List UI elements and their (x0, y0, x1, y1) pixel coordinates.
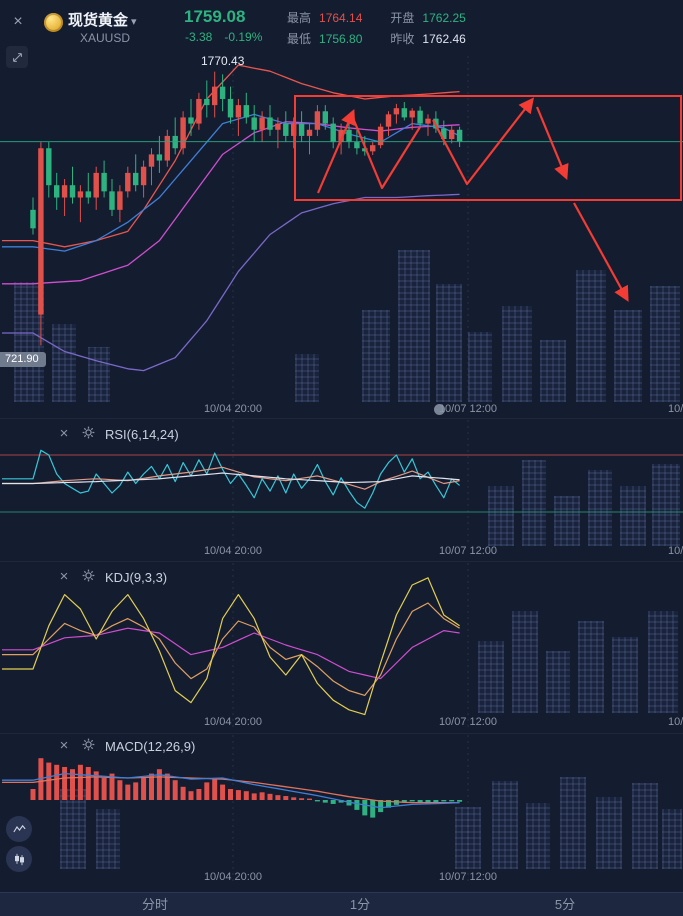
kdj-close-button[interactable]: × (56, 569, 72, 585)
building-silhouette (596, 797, 622, 869)
main-time-axis: 10/04 20:00 10/07 12:00 10/ (203, 403, 683, 415)
expand-arrows-icon (12, 52, 22, 62)
moon-icon (434, 404, 445, 415)
macd-close-button[interactable]: × (56, 738, 72, 754)
kdj-title: KDJ(9,3,3) (105, 569, 168, 585)
stat-open: 开盘 1762.25 (390, 11, 466, 25)
quote-stats: 最高 1764.14 开盘 1762.25 最低 1756.80 昨收 1762.46 (287, 9, 466, 47)
macd-settings-button[interactable] (82, 738, 95, 754)
building-silhouette (488, 486, 514, 546)
building-silhouette (52, 324, 76, 402)
kdj-settings-button[interactable] (82, 569, 95, 585)
price-change-row: -3.38 -0.19% (185, 30, 274, 44)
building-silhouette (60, 789, 86, 869)
symbol-selector[interactable]: 现货黄金 ▾ (68, 9, 137, 30)
macd-chart[interactable] (0, 735, 683, 885)
stat-prev-close: 昨收 1762.46 (390, 32, 466, 46)
building-silhouette (88, 347, 110, 402)
building-silhouette (522, 460, 546, 546)
symbol-code: XAUUSD (80, 31, 131, 45)
building-silhouette (578, 621, 604, 713)
gold-coin-icon (44, 13, 63, 32)
main-candlestick-chart[interactable] (0, 56, 683, 404)
tab-timeline[interactable]: 分时 (142, 893, 168, 916)
building-silhouette (662, 809, 682, 869)
tab-1min[interactable]: 1分 (350, 893, 370, 916)
candlestick-icon (14, 853, 24, 865)
building-silhouette (632, 783, 658, 869)
last-price: 1759.08 (184, 7, 246, 26)
building-silhouette (526, 803, 550, 869)
building-silhouette (96, 809, 120, 869)
building-silhouette (492, 781, 518, 869)
gear-icon (82, 569, 95, 582)
building-silhouette (468, 332, 492, 402)
panel-divider (0, 733, 683, 734)
gear-icon (82, 738, 95, 751)
rsi-close-button[interactable]: × (56, 426, 72, 442)
chevron-down-icon: ▾ (131, 16, 137, 28)
building-silhouette (560, 777, 586, 869)
building-silhouette (540, 340, 566, 402)
symbol-name: 现货黄金 (68, 12, 129, 29)
tab-5min[interactable]: 5分 (555, 893, 575, 916)
building-silhouette (650, 286, 680, 402)
building-silhouette (478, 641, 504, 713)
kdj-chart[interactable] (0, 563, 683, 729)
kdj-time-axis: 10/04 20:00 10/07 12:00 10/ (203, 716, 683, 728)
gear-icon (82, 426, 95, 439)
building-silhouette (612, 637, 638, 713)
building-silhouette (502, 306, 532, 402)
line-chart-toggle-button[interactable] (6, 816, 32, 842)
building-silhouette (398, 250, 430, 402)
boll-lower-tag: 721.90 (0, 352, 46, 367)
macd-title: MACD(12,26,9) (105, 738, 196, 754)
building-silhouette (512, 611, 538, 713)
building-silhouette (455, 807, 481, 869)
close-button[interactable]: × (6, 10, 30, 34)
building-silhouette (588, 470, 612, 546)
rsi-settings-button[interactable] (82, 426, 95, 442)
fullscreen-expand-button[interactable] (6, 46, 28, 68)
rsi-time-axis: 10/04 20:00 10/07 12:00 10/ (203, 545, 683, 557)
building-silhouette (614, 310, 642, 402)
panel-divider (0, 418, 683, 419)
macd-panel-header: × MACD(12,26,9) (56, 738, 196, 754)
building-silhouette (554, 496, 580, 546)
building-silhouette (362, 310, 390, 402)
panel-divider (0, 561, 683, 562)
macd-time-axis: 10/04 20:00 10/07 12:00 (203, 871, 498, 883)
building-silhouette (295, 354, 319, 402)
stat-low: 最低 1756.80 (287, 32, 363, 46)
rsi-panel-header: × RSI(6,14,24) (56, 426, 179, 442)
high-price-label: 1770.43 (201, 54, 245, 68)
building-silhouette (436, 284, 462, 402)
wave-line-icon (12, 824, 26, 832)
building-silhouette (546, 651, 570, 713)
building-silhouette (620, 486, 646, 546)
price-change-percent: -0.19% (224, 30, 263, 44)
stat-high: 最高 1764.14 (287, 11, 363, 25)
rsi-title: RSI(6,14,24) (105, 426, 179, 442)
price-change: -3.38 (185, 30, 213, 44)
candlestick-toggle-button[interactable] (6, 846, 32, 872)
building-silhouette (648, 611, 678, 713)
kdj-panel-header: × KDJ(9,3,3) (56, 569, 168, 585)
rsi-chart[interactable] (0, 420, 683, 546)
building-silhouette (652, 464, 680, 546)
timeframe-bar: 分时 1分 5分 (0, 892, 683, 916)
